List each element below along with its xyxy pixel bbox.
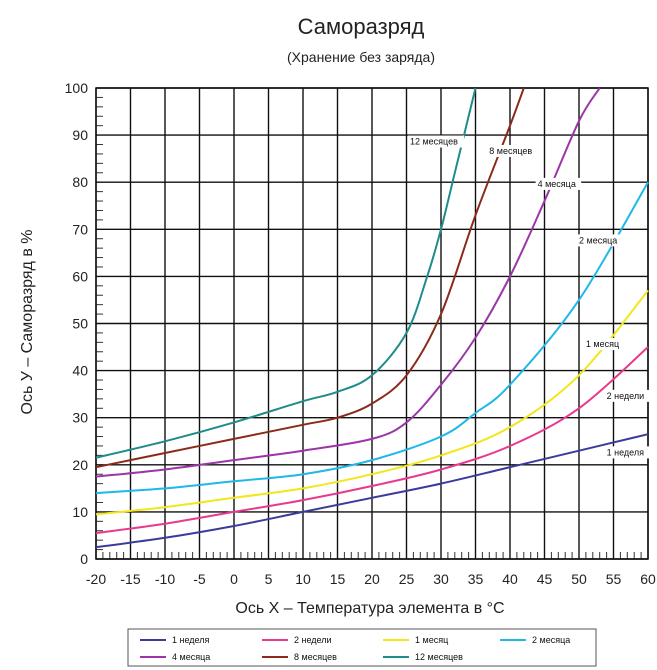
legend-label: 1 неделя [172, 635, 209, 645]
chart-title: Саморазряд [298, 14, 425, 39]
y-tick-label: 40 [72, 363, 88, 379]
series-annotation: 1 месяц [586, 339, 619, 349]
series-line [95, 346, 649, 535]
x-tick-label: 15 [330, 571, 346, 587]
y-tick-label: 70 [72, 221, 88, 237]
x-tick-label: -20 [86, 571, 106, 587]
y-tick-label: 90 [72, 127, 88, 143]
x-axis-label: Ось X – Температура элемента в °C [235, 600, 504, 617]
x-tick-label: 0 [230, 571, 238, 587]
annotation-bg [407, 135, 464, 148]
series-line [95, 289, 649, 516]
legend-label: 1 месяц [415, 635, 448, 645]
y-axis-label: Ось У – Саморазряд в % [19, 230, 36, 415]
annotation-bg [487, 144, 539, 157]
y-tick-label: 20 [72, 457, 88, 473]
y-tick-label: 60 [72, 268, 88, 284]
x-tick-label: 10 [295, 571, 311, 587]
x-tick-label: 5 [265, 571, 273, 587]
series-line [95, 433, 649, 549]
series-annotation: 2 месяца [579, 235, 617, 245]
x-tick-label: 60 [640, 571, 656, 587]
chart-subtitle: (Хранение без заряда) [287, 49, 435, 65]
legend-label: 2 недели [294, 635, 332, 645]
y-tick-label: 10 [72, 504, 88, 520]
series-line [95, 87, 525, 469]
legend-box [127, 628, 597, 667]
y-tick-label: 80 [72, 174, 88, 190]
series-line [95, 181, 649, 495]
x-tick-label: 50 [571, 571, 587, 587]
legend: 1 неделя 2 недели 1 месяц 2 месяца 4 месяца 8… [127, 628, 597, 667]
curve-annotations: 1 неделя 2 недели 1 месяц 2 месяца 4 месяца 8… [407, 135, 651, 459]
series-annotation: 2 недели [607, 391, 645, 401]
legend-label: 4 месяца [172, 652, 210, 662]
legend-label: 8 месяцев [294, 652, 337, 662]
x-tick-label: 30 [433, 571, 449, 587]
x-tick-label: 45 [537, 571, 553, 587]
annotation-bg [535, 177, 582, 190]
annotation-bg [583, 338, 625, 351]
series-line [95, 87, 601, 478]
series-line [95, 87, 477, 459]
series-lines [95, 87, 649, 549]
y-tick-label: 100 [65, 80, 89, 96]
series-annotation: 1 неделя [607, 447, 644, 457]
annotation-bg [577, 234, 623, 247]
y-tick-label: 50 [72, 316, 88, 332]
x-tick-label: 25 [399, 571, 415, 587]
legend-label: 2 месяца [532, 635, 570, 645]
grid [95, 87, 649, 560]
x-tick-label: 35 [468, 571, 484, 587]
x-tick-label: -10 [155, 571, 175, 587]
x-tick-label: -5 [193, 571, 206, 587]
series-annotation: 4 месяца [538, 179, 576, 189]
annotation-bg [604, 389, 651, 402]
x-tick-label: 20 [364, 571, 380, 587]
x-tick-label: 40 [502, 571, 518, 587]
legend-label: 12 месяцев [415, 652, 463, 662]
tick-labels: -20 -15 -10 -5 0 5 10 15 20 25 30 35 40 45 50 55 60 0 10 20… [65, 80, 656, 587]
series-annotation: 12 месяцев [410, 137, 458, 147]
y-tick-label: 30 [72, 410, 88, 426]
series-annotation: 8 месяцев [489, 146, 532, 156]
x-tick-label: -15 [120, 571, 140, 587]
x-tick-label: 55 [606, 571, 622, 587]
annotation-bg [604, 446, 651, 459]
y-tick-label: 0 [80, 551, 88, 567]
